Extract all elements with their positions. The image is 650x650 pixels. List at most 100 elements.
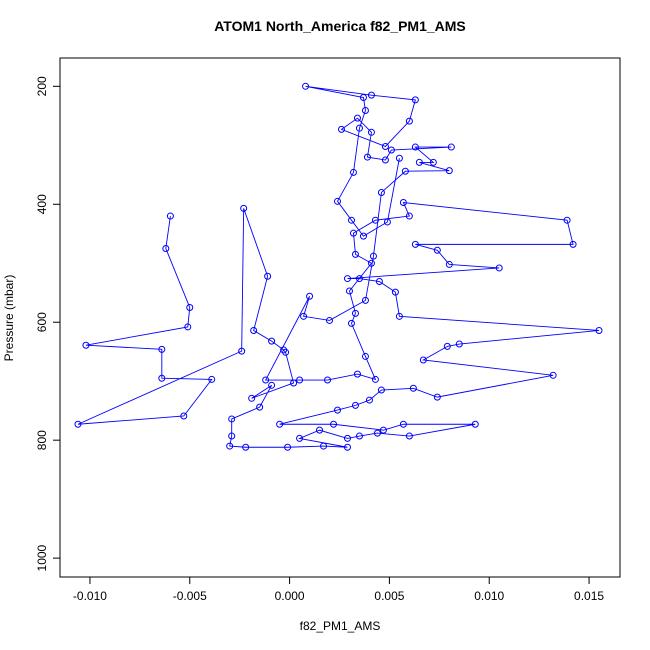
chart-title: ATOM1 North_America f82_PM1_AMS: [214, 18, 466, 34]
data-point: [240, 204, 248, 212]
data-point: [433, 393, 441, 401]
data-line: [77, 85, 600, 448]
data-point: [419, 356, 427, 364]
data-point: [262, 376, 270, 384]
data-point: [405, 117, 413, 125]
data-point: [365, 396, 373, 404]
data-point: [345, 287, 353, 295]
data-point: [387, 146, 395, 154]
data-point: [238, 347, 246, 355]
data-point: [443, 342, 451, 350]
y-tick-label: 600: [35, 312, 49, 332]
data-point: [306, 292, 314, 300]
data-point: [343, 434, 351, 442]
data-point: [349, 168, 357, 176]
data-point: [595, 326, 603, 334]
data-point: [383, 218, 391, 226]
data-point: [563, 216, 571, 224]
data-point: [411, 96, 419, 104]
data-point: [228, 415, 236, 423]
data-point: [302, 82, 310, 90]
data-point: [371, 375, 379, 383]
data-point: [158, 374, 166, 382]
y-tick-label: 800: [35, 430, 49, 450]
data-point: [361, 296, 369, 304]
data-point: [405, 212, 413, 220]
data-point: [337, 125, 345, 133]
data-point: [180, 412, 188, 420]
data-point: [166, 212, 174, 220]
y-tick-label: 400: [35, 194, 49, 214]
data-point: [359, 232, 367, 240]
data-point: [184, 323, 192, 331]
data-point: [316, 426, 324, 434]
data-point: [74, 420, 82, 428]
x-tick-label: 0.010: [474, 589, 504, 603]
data-point: [377, 188, 385, 196]
data-point: [296, 434, 304, 442]
data-point: [495, 264, 503, 272]
data-point: [409, 384, 417, 392]
data-point: [375, 278, 383, 286]
plot-area: [74, 82, 603, 451]
data-point: [330, 420, 338, 428]
y-axis-label: Pressure (mbar): [2, 275, 16, 362]
data-point: [208, 375, 216, 383]
data-point: [367, 259, 375, 267]
data-point: [367, 91, 375, 99]
data-point: [361, 352, 369, 360]
data-point: [399, 198, 407, 206]
data-point: [320, 442, 328, 450]
data-point: [445, 260, 453, 268]
data-point: [268, 381, 276, 389]
data-point: [369, 252, 377, 260]
data-point: [353, 114, 361, 122]
data-point: [242, 443, 250, 451]
data-point: [264, 272, 272, 280]
data-point: [280, 346, 288, 354]
data-point: [248, 394, 256, 402]
x-tick-label: 0.015: [574, 589, 604, 603]
data-point: [324, 376, 332, 384]
data-point: [395, 312, 403, 320]
x-tick-label: -0.005: [173, 589, 207, 603]
data-point: [381, 142, 389, 150]
data-point: [405, 432, 413, 440]
data-point: [569, 240, 577, 248]
data-point: [351, 309, 359, 317]
data-point: [351, 250, 359, 258]
data-point: [399, 420, 407, 428]
data-point: [381, 156, 389, 164]
data-point: [391, 288, 399, 296]
data-point: [363, 153, 371, 161]
data-point: [290, 379, 298, 387]
data-point: [276, 420, 284, 428]
data-point: [455, 340, 463, 348]
data-point: [411, 143, 419, 151]
data-point: [401, 167, 409, 175]
data-point: [415, 158, 423, 166]
data-point: [359, 94, 367, 102]
data-point: [228, 432, 236, 440]
data-point: [250, 326, 258, 334]
data-point: [445, 167, 453, 175]
data-point: [268, 337, 276, 345]
x-tick-label: 0.005: [374, 589, 404, 603]
data-point: [429, 158, 437, 166]
data-point: [353, 370, 361, 378]
data-point: [343, 275, 351, 283]
data-point: [379, 426, 387, 434]
data-point: [300, 312, 308, 320]
x-tick-label: 0.000: [275, 589, 305, 603]
data-point: [158, 345, 166, 353]
data-point: [411, 240, 419, 248]
data-point: [284, 443, 292, 451]
data-point: [296, 376, 304, 384]
data-point: [82, 341, 90, 349]
data-point: [395, 154, 403, 162]
x-axis-label: f82_PM1_AMS: [300, 619, 381, 633]
x-tick-label: -0.010: [73, 589, 107, 603]
data-point: [256, 403, 264, 411]
data-point: [367, 128, 375, 136]
